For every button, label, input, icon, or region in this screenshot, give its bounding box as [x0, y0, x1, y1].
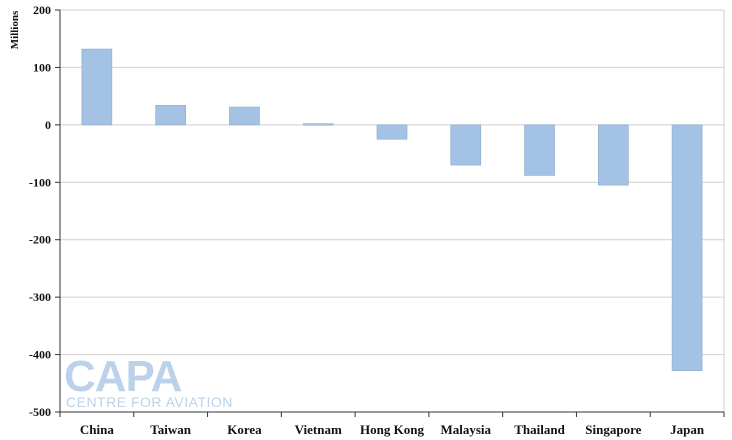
watermark-sub-text: CENTRE FOR AVIATION: [66, 394, 233, 410]
bar-singapore: [598, 124, 629, 186]
y-tick-label: 100: [33, 60, 51, 74]
x-tick-label: Korea: [227, 422, 262, 437]
x-tick-label: Vietnam: [295, 422, 342, 437]
axes: [55, 9, 725, 417]
bar-taiwan: [155, 105, 186, 126]
x-tick-label: Hong Kong: [360, 422, 424, 437]
bar-japan: [671, 124, 703, 371]
y-tick-label: -500: [29, 405, 51, 419]
x-tick-label: China: [80, 422, 114, 437]
bar-china: [81, 48, 113, 126]
x-tick-label: Thailand: [514, 422, 565, 437]
y-tick-label: -400: [29, 348, 51, 362]
capa-watermark-logo: CAPA CENTRE FOR AVIATION: [64, 352, 233, 410]
bar-vietnam: [302, 123, 334, 126]
y-tick-label: -300: [29, 290, 51, 304]
x-tick-label: Japan: [670, 422, 705, 437]
y-tick-label: -200: [29, 233, 51, 247]
x-category-labels: China Taiwan Korea Vietnam Hong Kong Malaysia…: [80, 422, 705, 437]
bars: [81, 48, 703, 371]
y-tick-label: -100: [29, 175, 51, 189]
x-tick-label: Malaysia: [440, 422, 491, 437]
bar-korea: [229, 106, 260, 126]
x-tick-label: Singapore: [585, 422, 641, 437]
watermark-main-text: CAPA: [64, 352, 182, 401]
bar-malaysia: [450, 124, 482, 166]
x-tick-label: Taiwan: [150, 422, 191, 437]
bar-hong-kong: [376, 124, 408, 140]
bar-thailand: [524, 124, 555, 176]
y-axis-label: Millions: [9, 10, 21, 49]
y-tick-label: 0: [45, 118, 51, 132]
y-tick-label: 200: [33, 3, 51, 17]
y-tick-labels: 200 100 0 -100 -200 -300 -400 -500: [29, 3, 51, 419]
